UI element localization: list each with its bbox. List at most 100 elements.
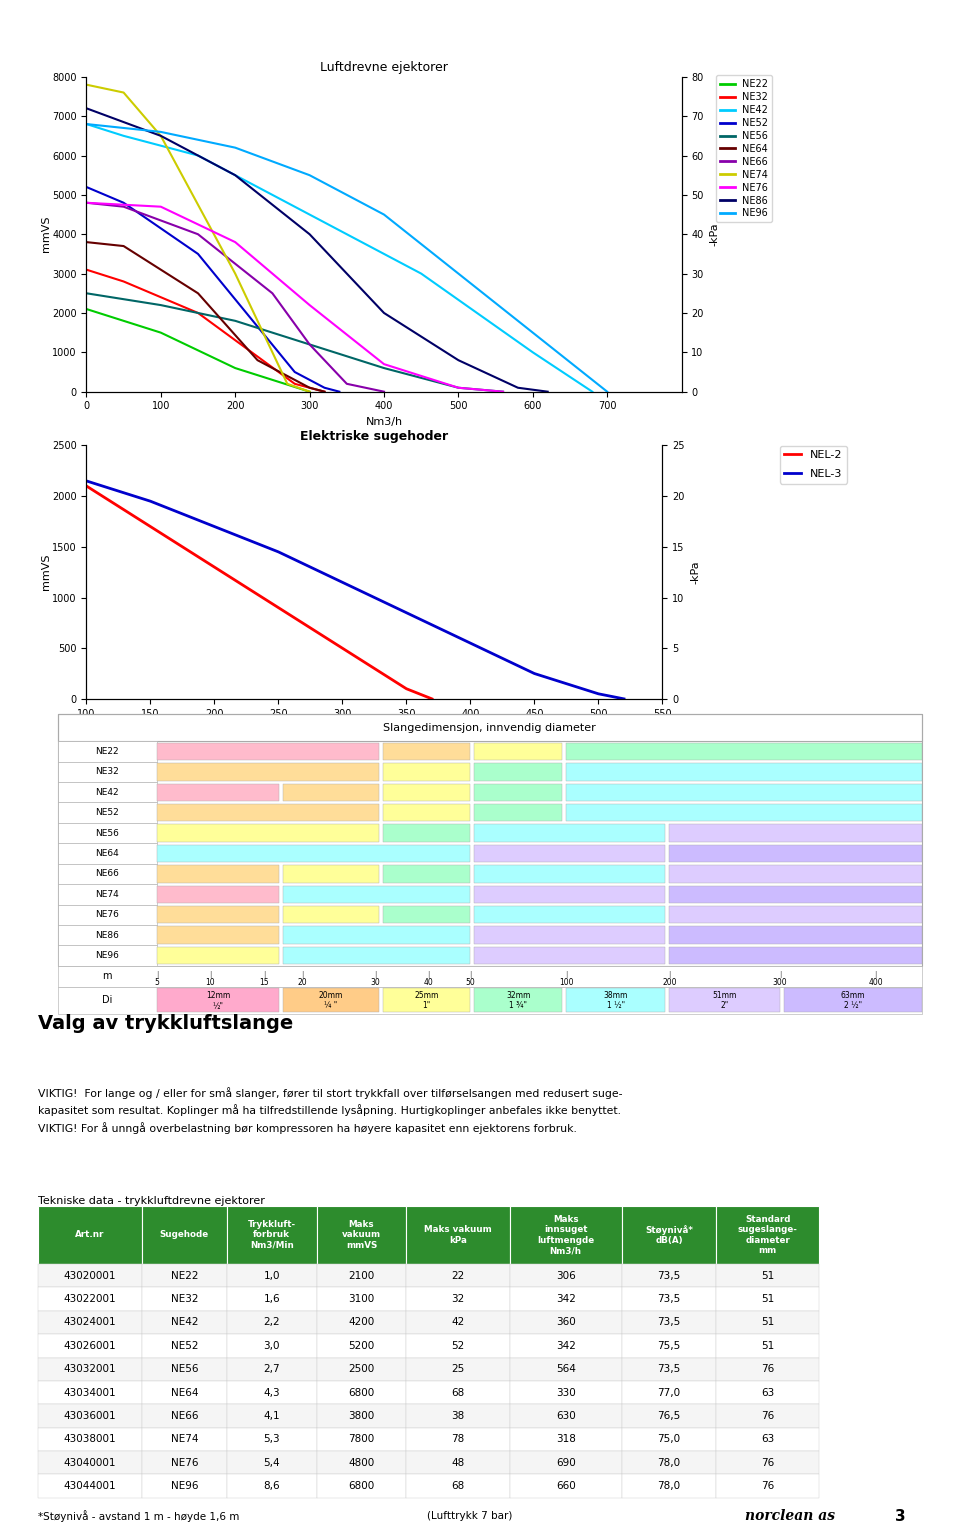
- Text: 342: 342: [556, 1341, 576, 1350]
- Text: 32: 32: [451, 1295, 465, 1304]
- Text: 6800: 6800: [348, 1387, 374, 1398]
- Text: Maks
vakuum
mmVS: Maks vakuum mmVS: [342, 1220, 381, 1250]
- Text: (Lufttrykk 7 bar): (Lufttrykk 7 bar): [427, 1511, 513, 1521]
- Bar: [716, 1264, 819, 1287]
- Text: 51: 51: [761, 1295, 775, 1304]
- Text: 43040001: 43040001: [63, 1458, 116, 1467]
- Bar: [716, 1310, 819, 1335]
- Bar: [510, 1310, 622, 1335]
- Bar: [669, 865, 922, 883]
- Text: |: |: [263, 971, 265, 978]
- Bar: [142, 1335, 227, 1358]
- Bar: [58, 863, 156, 885]
- Bar: [382, 803, 470, 822]
- Bar: [716, 1381, 819, 1404]
- Bar: [382, 783, 470, 800]
- Bar: [156, 865, 279, 883]
- Text: 38mm
1 ½": 38mm 1 ½": [604, 991, 628, 1011]
- Bar: [474, 886, 665, 903]
- Text: 306: 306: [556, 1270, 576, 1281]
- Bar: [38, 1335, 142, 1358]
- Bar: [142, 1427, 227, 1452]
- Bar: [566, 743, 922, 760]
- Text: 43044001: 43044001: [63, 1481, 116, 1491]
- Bar: [283, 783, 378, 800]
- Bar: [227, 1381, 317, 1404]
- Bar: [474, 906, 665, 923]
- Text: 100: 100: [559, 978, 573, 988]
- Text: 76: 76: [761, 1458, 775, 1467]
- Bar: [716, 1427, 819, 1452]
- Text: 76: 76: [761, 1481, 775, 1491]
- Bar: [38, 1404, 142, 1427]
- Bar: [283, 926, 470, 945]
- Bar: [474, 988, 563, 1012]
- Text: norclean as: norclean as: [745, 1508, 835, 1524]
- Bar: [156, 845, 470, 862]
- Y-axis label: mmVS: mmVS: [40, 554, 51, 590]
- Bar: [716, 1206, 819, 1264]
- Bar: [716, 1358, 819, 1381]
- Text: NE64: NE64: [171, 1387, 198, 1398]
- Text: 38: 38: [451, 1412, 465, 1421]
- Bar: [510, 1452, 622, 1475]
- Bar: [382, 906, 470, 923]
- Bar: [156, 743, 378, 760]
- Text: 318: 318: [556, 1435, 576, 1444]
- Bar: [58, 966, 922, 986]
- Bar: [406, 1206, 510, 1264]
- Bar: [58, 905, 156, 925]
- Bar: [406, 1358, 510, 1381]
- Text: 1,0: 1,0: [264, 1270, 280, 1281]
- Text: NE96: NE96: [95, 951, 119, 960]
- Text: Valg av trykkluftslange: Valg av trykkluftslange: [38, 1014, 294, 1032]
- Text: 50: 50: [466, 978, 475, 988]
- Text: 660: 660: [556, 1481, 576, 1491]
- Bar: [227, 1335, 317, 1358]
- Text: 30: 30: [370, 978, 380, 988]
- X-axis label: Nm3/h: Nm3/h: [356, 723, 393, 734]
- Bar: [406, 1427, 510, 1452]
- Text: 690: 690: [556, 1458, 576, 1467]
- Bar: [283, 865, 378, 883]
- Text: 7800: 7800: [348, 1435, 374, 1444]
- Bar: [58, 762, 156, 782]
- Bar: [283, 886, 470, 903]
- Title: Elektriske sugehoder: Elektriske sugehoder: [300, 430, 448, 442]
- Text: NE96: NE96: [171, 1481, 198, 1491]
- Text: 300: 300: [773, 978, 787, 988]
- Text: 76: 76: [761, 1412, 775, 1421]
- Bar: [156, 988, 279, 1012]
- Text: 15: 15: [259, 978, 269, 988]
- Bar: [156, 783, 279, 800]
- Bar: [156, 886, 279, 903]
- Bar: [406, 1381, 510, 1404]
- Bar: [58, 714, 922, 966]
- Bar: [142, 1381, 227, 1404]
- Text: 51: 51: [761, 1318, 775, 1327]
- Bar: [227, 1358, 317, 1381]
- Text: |: |: [668, 971, 670, 978]
- Bar: [622, 1381, 716, 1404]
- Bar: [227, 1206, 317, 1264]
- Bar: [510, 1475, 622, 1498]
- Bar: [622, 1427, 716, 1452]
- Bar: [227, 1452, 317, 1475]
- Text: NE76: NE76: [95, 911, 119, 919]
- Text: Di: Di: [102, 995, 112, 1005]
- Text: 25mm
1": 25mm 1": [415, 991, 439, 1011]
- Text: 5: 5: [155, 978, 159, 988]
- Text: 0: 0: [311, 722, 317, 731]
- Bar: [142, 1404, 227, 1427]
- Bar: [317, 1358, 406, 1381]
- Bar: [317, 1404, 406, 1427]
- Bar: [510, 1358, 622, 1381]
- Bar: [156, 825, 378, 842]
- Bar: [283, 988, 378, 1012]
- Bar: [716, 1287, 819, 1310]
- Bar: [227, 1475, 317, 1498]
- Bar: [716, 1452, 819, 1475]
- Bar: [58, 714, 922, 742]
- Text: 6800: 6800: [348, 1481, 374, 1491]
- Bar: [156, 946, 279, 965]
